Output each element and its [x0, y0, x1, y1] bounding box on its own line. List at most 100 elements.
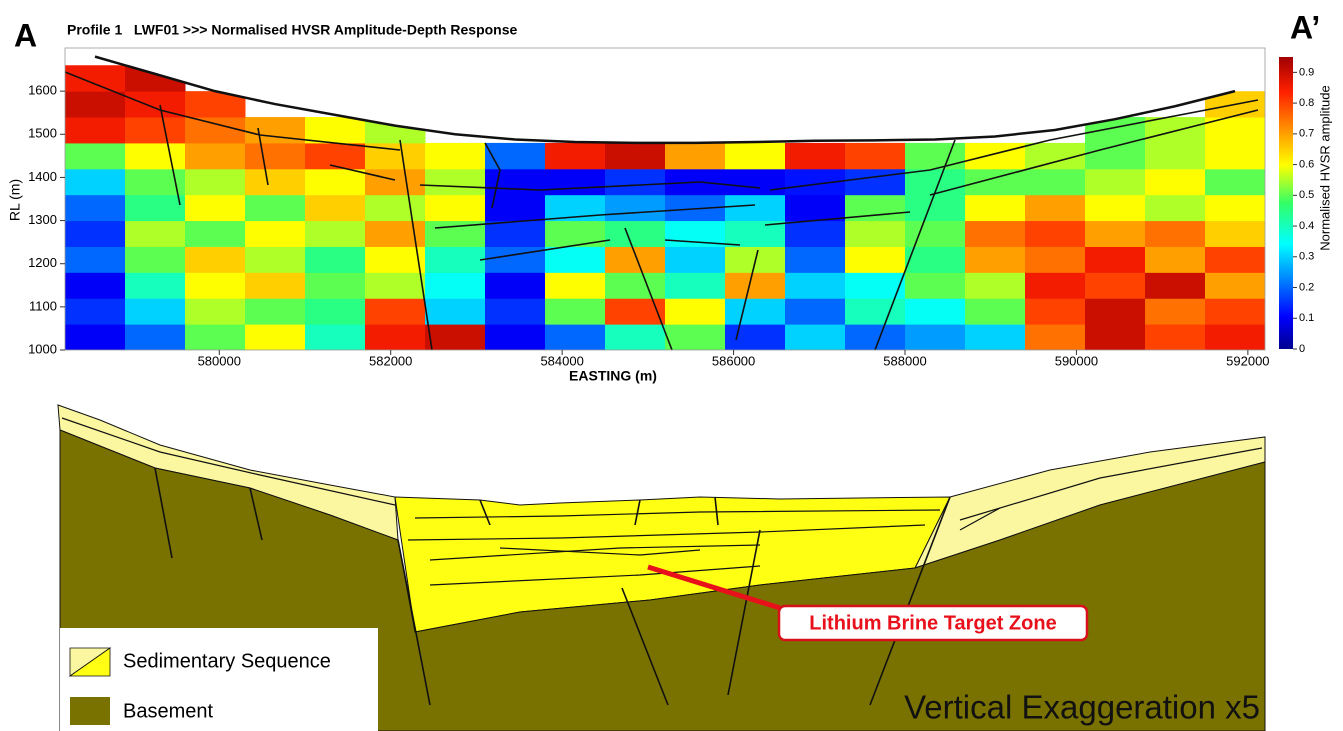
heatmap-cell	[185, 272, 246, 298]
heatmap-cell	[1145, 246, 1206, 272]
heatmap-cell	[1205, 324, 1266, 350]
heatmap-cell	[785, 143, 846, 169]
heatmap-cell	[725, 298, 786, 324]
heatmap-cell	[1145, 143, 1206, 169]
colorbar-tick-label: 0.5	[1299, 189, 1314, 201]
heatmap-cell	[185, 195, 246, 221]
legend-swatch	[70, 697, 110, 725]
heatmap-cell	[125, 324, 186, 350]
heatmap-cell	[185, 143, 246, 169]
heatmap-cell	[185, 221, 246, 247]
y-tick-label: 1000	[28, 341, 57, 356]
heatmap-cell	[245, 272, 306, 298]
heatmap-cell	[305, 169, 366, 195]
heatmap-cell	[125, 246, 186, 272]
heatmap-cell	[965, 324, 1026, 350]
heatmap-cell	[905, 221, 966, 247]
y-tick-label: 1300	[28, 212, 57, 227]
heatmap-cell	[305, 272, 366, 298]
heatmap-cell	[1025, 169, 1086, 195]
heatmap-cell	[125, 272, 186, 298]
heatmap-cell	[605, 221, 666, 247]
colorbar-tick-label: 0.9	[1299, 66, 1314, 78]
figure: A A’ Profile 1 LWF01 >>> Normalised HVSR…	[0, 0, 1343, 731]
heatmap-cell	[665, 143, 726, 169]
heatmap-cell	[245, 246, 306, 272]
heatmap-cell	[845, 221, 906, 247]
heatmap-cell	[965, 195, 1026, 221]
heatmap-cell	[65, 246, 126, 272]
heatmap-cell	[1205, 272, 1266, 298]
heatmap-cell	[1205, 246, 1266, 272]
heatmap-cell	[1085, 246, 1146, 272]
heatmap-cell	[425, 169, 486, 195]
colorbar-tick-label: 0.7	[1299, 128, 1314, 140]
heatmap-cell	[125, 195, 186, 221]
heatmap-cell	[125, 298, 186, 324]
heatmap-cell	[605, 143, 666, 169]
heatmap	[65, 65, 1266, 350]
heatmap-cell	[305, 221, 366, 247]
heatmap-cell	[1085, 117, 1146, 143]
x-tick-label: 592000	[1226, 353, 1269, 368]
heatmap-cell	[1205, 143, 1266, 169]
heatmap-cell	[665, 272, 726, 298]
heatmap-cell	[245, 221, 306, 247]
y-tick-label: 1600	[28, 83, 57, 98]
chart-title: Profile 1 LWF01 >>> Normalised HVSR Ampl…	[67, 22, 518, 38]
x-tick-label: 588000	[883, 353, 926, 368]
heatmap-cell	[605, 272, 666, 298]
heatmap-cell	[1145, 221, 1206, 247]
heatmap-cell	[905, 324, 966, 350]
heatmap-cell	[725, 195, 786, 221]
heatmap-cell	[545, 169, 606, 195]
heatmap-cell	[1145, 169, 1206, 195]
colorbar-tick-label: 0.8	[1299, 97, 1314, 109]
heatmap-cell	[185, 117, 246, 143]
heatmap-cell	[425, 143, 486, 169]
y-axis-label: RL (m)	[7, 179, 23, 221]
heatmap-cell	[1025, 246, 1086, 272]
heatmap-cell	[1145, 195, 1206, 221]
heatmap-cell	[545, 324, 606, 350]
heatmap-cell	[965, 221, 1026, 247]
heatmap-cell	[65, 195, 126, 221]
heatmap-cell	[65, 117, 126, 143]
x-axis-label: EASTING (m)	[569, 368, 657, 384]
heatmap-cell	[845, 324, 906, 350]
colorbar-tick-label: 0.2	[1299, 281, 1314, 293]
heatmap-cell	[65, 91, 126, 117]
heatmap-cell	[545, 143, 606, 169]
colorbar-tick-label: 0.4	[1299, 220, 1314, 232]
heatmap-cell	[125, 169, 186, 195]
note: Vertical Exaggeration x5	[904, 689, 1260, 726]
heatmap-cell	[545, 272, 606, 298]
heatmap-cell	[425, 195, 486, 221]
x-tick-label: 580000	[198, 353, 241, 368]
heatmap-cell	[245, 195, 306, 221]
annotation: Lithium Brine Target Zone	[809, 612, 1056, 634]
heatmap-cell	[485, 272, 546, 298]
heatmap-cell	[365, 169, 426, 195]
y-tick-label: 1200	[28, 255, 57, 270]
heatmap-cell	[965, 272, 1026, 298]
x-tick-label: 584000	[540, 353, 583, 368]
heatmap-cell	[365, 195, 426, 221]
heatmap-cell	[785, 221, 846, 247]
heatmap-cell	[785, 195, 846, 221]
heatmap-cell	[125, 65, 186, 91]
heatmap-cell	[1085, 298, 1146, 324]
heatmap-cell	[905, 272, 966, 298]
panel-label: A	[14, 17, 37, 53]
heatmap-cell	[965, 298, 1026, 324]
heatmap-cell	[845, 246, 906, 272]
heatmap-cell	[185, 298, 246, 324]
heatmap-cell	[545, 221, 606, 247]
heatmap-cell	[785, 272, 846, 298]
heatmap-cell	[845, 169, 906, 195]
heatmap-cell	[65, 298, 126, 324]
heatmap-cell	[485, 221, 546, 247]
heatmap-cell	[1025, 221, 1086, 247]
heatmap-cell	[665, 298, 726, 324]
heatmap-cell	[605, 169, 666, 195]
